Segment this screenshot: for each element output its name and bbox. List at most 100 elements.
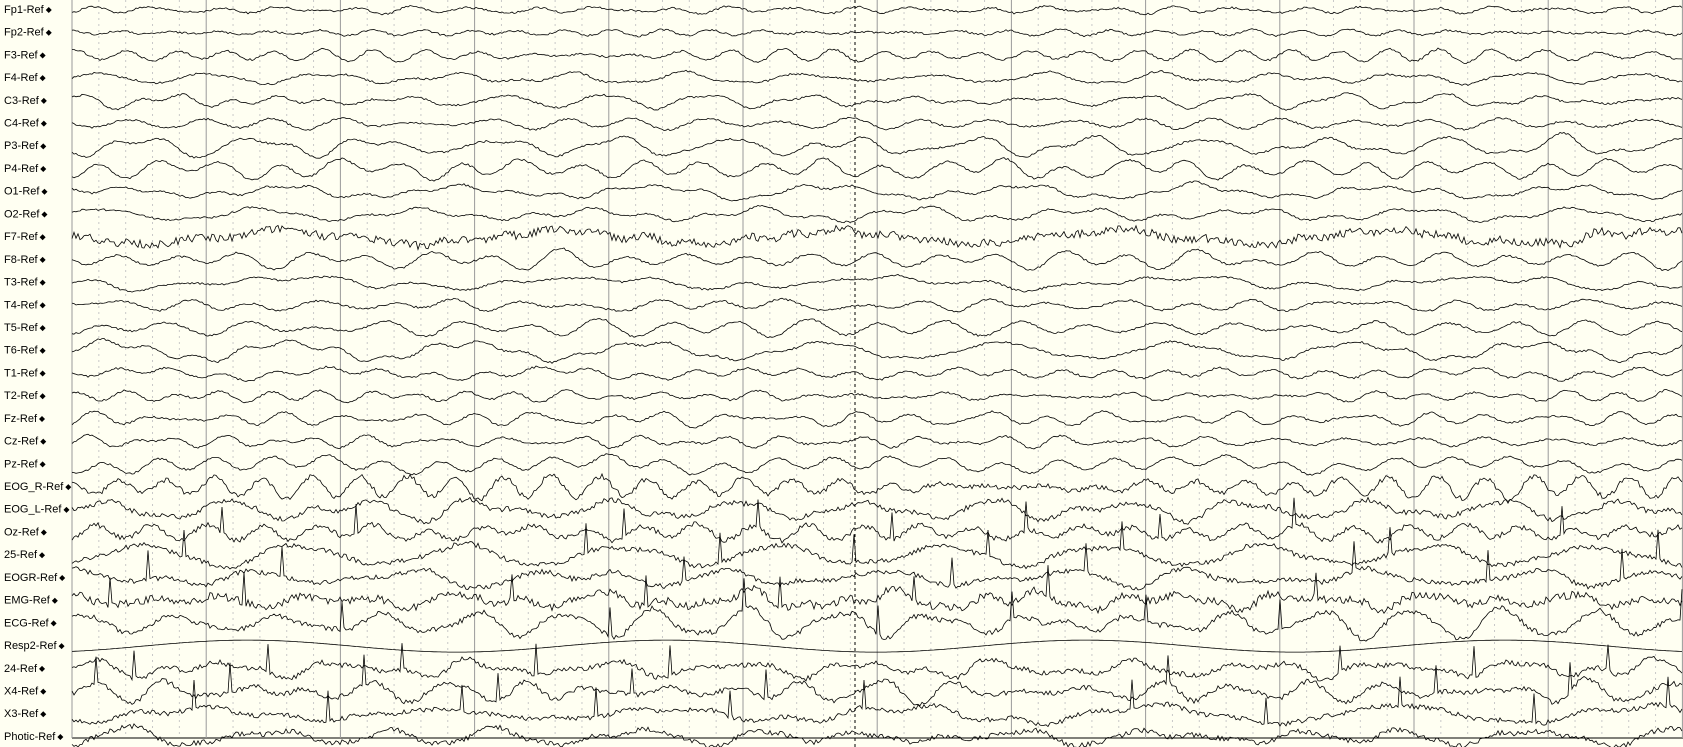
channel-trace [71, 388, 1683, 404]
channel-name[interactable]: Fp1-Ref [4, 4, 45, 16]
channel-name[interactable]: Resp2-Ref [4, 640, 58, 652]
channel-trace [71, 578, 1683, 642]
channel-name[interactable]: C4-Ref [4, 118, 40, 130]
channel-label[interactable]: Resp2-Ref [4, 640, 65, 652]
channel-label[interactable]: T4-Ref [4, 299, 46, 311]
channel-name[interactable]: Fp2-Ref [4, 27, 45, 39]
channel-name[interactable]: Photic-Ref [4, 731, 56, 743]
channel-label[interactable]: F8-Ref [4, 254, 46, 266]
channel-label[interactable]: 25-Ref [4, 549, 46, 561]
channel-name[interactable]: F7-Ref [4, 231, 39, 243]
channel-name[interactable]: EOG_L-Ref [4, 504, 62, 516]
channel-label[interactable]: EOG_L-Ref [4, 504, 70, 516]
channel-name[interactable]: X4-Ref [4, 685, 39, 697]
channel-trace [71, 69, 1683, 86]
channel-marker [39, 234, 46, 241]
channel-trace [71, 247, 1683, 271]
channel-name[interactable]: EMG-Ref [4, 595, 51, 607]
channel-name[interactable]: EOG_R-Ref [4, 481, 64, 493]
channel-label[interactable]: C3-Ref [4, 95, 47, 107]
channel-label[interactable]: X3-Ref [4, 708, 47, 720]
channel-marker [45, 29, 52, 36]
channel-label[interactable]: P3-Ref [4, 140, 47, 152]
channel-trace [71, 496, 1683, 525]
channel-label[interactable]: Fz-Ref [4, 413, 45, 425]
channel-name[interactable]: 24-Ref [4, 663, 38, 675]
channel-name[interactable]: P4-Ref [4, 163, 39, 175]
channel-name[interactable]: Pz-Ref [4, 458, 39, 470]
channel-name[interactable]: F3-Ref [4, 49, 39, 61]
channel-marker [39, 393, 46, 400]
channel-label[interactable]: 24-Ref [4, 663, 46, 675]
channel-label[interactable]: T6-Ref [4, 345, 46, 357]
channel-marker [40, 166, 47, 173]
channel-label[interactable]: O1-Ref [4, 186, 48, 198]
channel-name[interactable]: T5-Ref [4, 322, 39, 334]
channel-name[interactable]: Fz-Ref [4, 413, 38, 425]
channel-marker [40, 120, 47, 127]
channel-marker [40, 438, 47, 445]
channel-label[interactable]: Fp2-Ref [4, 27, 52, 39]
channel-name[interactable]: Cz-Ref [4, 436, 39, 448]
channel-label[interactable]: EOG_R-Ref [4, 481, 72, 493]
channel-label[interactable]: ECG-Ref [4, 617, 57, 629]
channel-marker [39, 552, 46, 559]
channel-trace [71, 654, 1683, 707]
channel-trace [71, 521, 1683, 570]
channel-name[interactable]: F8-Ref [4, 254, 39, 266]
channel-marker [39, 279, 46, 286]
channel-label[interactable]: Fp1-Ref [4, 4, 52, 16]
channel-label[interactable]: C4-Ref [4, 118, 47, 130]
channel-label[interactable]: T5-Ref [4, 322, 46, 334]
channel-name[interactable]: C3-Ref [4, 95, 40, 107]
channel-trace [71, 433, 1683, 450]
channel-marker [51, 597, 58, 604]
channel-name[interactable]: P3-Ref [4, 140, 39, 152]
channel-marker [58, 643, 65, 650]
channel-label[interactable]: EMG-Ref [4, 595, 58, 607]
channel-name[interactable]: T2-Ref [4, 390, 39, 402]
channel-trace [71, 157, 1683, 182]
channel-marker [39, 370, 46, 377]
channel-marker [39, 256, 46, 263]
channel-name[interactable]: T3-Ref [4, 277, 39, 289]
channel-name[interactable]: O1-Ref [4, 186, 40, 198]
channel-label[interactable]: EOGR-Ref [4, 572, 66, 584]
channel-label[interactable]: Oz-Ref [4, 526, 47, 538]
channel-label[interactable]: O2-Ref [4, 208, 48, 220]
channel-trace [71, 639, 1683, 653]
channel-name[interactable]: T1-Ref [4, 367, 39, 379]
channel-label[interactable]: X4-Ref [4, 685, 47, 697]
channel-name[interactable]: T4-Ref [4, 299, 39, 311]
channel-label[interactable]: F7-Ref [4, 231, 46, 243]
channel-marker [45, 7, 52, 13]
channel-trace [71, 318, 1683, 339]
channel-name[interactable]: X3-Ref [4, 708, 39, 720]
channel-label[interactable]: T1-Ref [4, 367, 46, 379]
channel-trace [71, 472, 1683, 502]
channel-trace [71, 180, 1683, 202]
channel-trace [71, 224, 1683, 251]
channel-trace [71, 565, 1683, 615]
channel-name[interactable]: T6-Ref [4, 345, 39, 357]
channel-name[interactable]: O2-Ref [4, 208, 40, 220]
channel-trace [71, 337, 1683, 364]
channel-name[interactable]: F4-Ref [4, 72, 39, 84]
channel-label[interactable]: F3-Ref [4, 49, 46, 61]
channel-label[interactable]: T3-Ref [4, 277, 46, 289]
channel-label[interactable]: Cz-Ref [4, 436, 47, 448]
channel-label[interactable]: Pz-Ref [4, 458, 46, 470]
channel-marker [40, 711, 47, 718]
channel-name[interactable]: 25-Ref [4, 549, 38, 561]
channel-label[interactable]: P4-Ref [4, 163, 47, 175]
channel-name[interactable]: EOGR-Ref [4, 572, 58, 584]
channel-label[interactable]: F4-Ref [4, 72, 46, 84]
channel-name[interactable]: ECG-Ref [4, 617, 50, 629]
channel-label[interactable]: T2-Ref [4, 390, 46, 402]
channel-trace [71, 116, 1683, 132]
channel-name[interactable]: Oz-Ref [4, 526, 40, 538]
channel-labels: Fp1-Ref Fp2-Ref F3-Ref F4-Ref C3-Ref C4-Ref P3… [4, 4, 72, 743]
channel-trace [72, 47, 1683, 65]
channel-label[interactable]: Photic-Ref [4, 731, 64, 743]
